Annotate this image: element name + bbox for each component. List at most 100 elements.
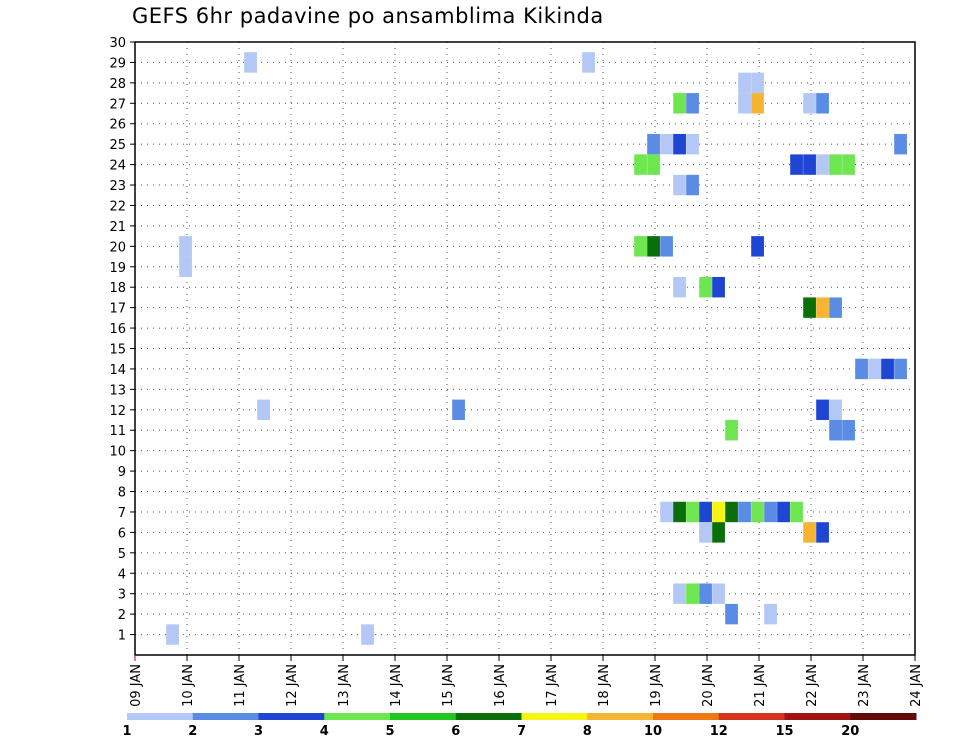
data-cell — [738, 501, 751, 523]
y-tick-label: 15 — [109, 343, 126, 358]
colorbar-swatch — [192, 713, 259, 720]
data-cell — [673, 501, 686, 523]
x-tick-label: 12 JAN — [285, 664, 300, 707]
colorbar-label: 7 — [517, 724, 526, 739]
y-tick-label: 11 — [109, 424, 126, 439]
x-tick-label: 22 JAN — [805, 664, 820, 707]
colorbar-swatch — [587, 713, 654, 720]
data-cell — [712, 583, 725, 604]
data-cell — [686, 583, 699, 604]
data-cell — [673, 276, 686, 298]
data-cell — [660, 501, 673, 523]
data-cell — [686, 501, 699, 523]
x-tick-label: 11 JAN — [233, 664, 248, 707]
data-cell — [166, 624, 179, 645]
y-tick-label: 20 — [109, 240, 126, 255]
data-cell — [829, 297, 842, 318]
data-cell — [673, 583, 686, 604]
colorbar-swatch — [324, 713, 391, 720]
y-tick-label: 13 — [109, 383, 126, 398]
data-cell — [816, 522, 829, 543]
y-tick-label: 24 — [109, 159, 126, 174]
data-cell — [634, 236, 647, 257]
x-tick-label: 23 JAN — [857, 664, 872, 707]
data-cell — [673, 93, 686, 114]
data-cell — [777, 501, 790, 523]
y-tick-label: 10 — [109, 445, 126, 460]
data-cell — [894, 133, 907, 155]
data-cell — [738, 93, 751, 114]
data-cell — [699, 276, 712, 298]
y-tick-label: 2 — [118, 608, 126, 623]
y-tick-label: 29 — [109, 56, 126, 71]
data-cell — [751, 72, 764, 94]
data-cell — [868, 358, 881, 380]
x-tick-label: 20 JAN — [701, 664, 716, 707]
colorbar-swatch — [390, 713, 457, 720]
data-cell — [829, 154, 842, 175]
y-tick-label: 26 — [109, 118, 126, 133]
data-cell — [673, 174, 686, 196]
data-cell — [179, 256, 192, 277]
data-cell — [803, 297, 816, 318]
data-cell — [660, 133, 673, 155]
data-cell — [816, 297, 829, 318]
y-tick-label: 8 — [118, 486, 126, 501]
data-cell — [673, 133, 686, 155]
colorbar-label: 1 — [122, 724, 131, 739]
x-tick-label: 13 JAN — [337, 664, 352, 707]
data-cell — [686, 174, 699, 196]
data-cell — [751, 501, 764, 523]
data-cell — [855, 358, 868, 380]
data-cell — [647, 154, 660, 175]
data-cell — [361, 624, 374, 645]
colorbar: 1 2 3 4 5 6 7 8 10 12 15 20 — [122, 713, 917, 739]
colorbar-label: 15 — [775, 724, 793, 739]
data-cell — [842, 154, 855, 175]
data-cell — [712, 522, 725, 543]
y-tick-label: 23 — [109, 179, 126, 194]
data-cell — [712, 276, 725, 298]
data-cell — [894, 358, 907, 380]
y-tick-label: 4 — [118, 567, 126, 582]
colorbar-swatch — [521, 713, 588, 720]
colorbar-swatch — [850, 713, 917, 720]
x-tick-label: 18 JAN — [597, 664, 612, 707]
data-cell — [452, 399, 465, 421]
data-cell — [725, 420, 738, 441]
colorbar-label: 5 — [385, 724, 394, 739]
y-tick-label: 1 — [118, 629, 126, 644]
colorbar-label: 10 — [644, 724, 662, 739]
y-tick-label: 22 — [109, 199, 126, 214]
x-tick-label: 10 JAN — [181, 664, 196, 707]
data-cell — [725, 603, 738, 625]
colorbar-label: 12 — [710, 724, 728, 739]
colorbar-swatch — [258, 713, 325, 720]
data-cell — [842, 420, 855, 441]
data-cell — [712, 501, 725, 523]
x-tick-label: 19 JAN — [649, 664, 664, 707]
data-cell — [725, 501, 738, 523]
data-cell — [244, 52, 257, 73]
colorbar-label: 2 — [188, 724, 197, 739]
y-tick-label: 5 — [118, 547, 126, 562]
y-tick-label: 7 — [118, 506, 126, 521]
x-axis: 09 JAN 10 JAN 11 JAN 12 JAN 13 JAN 14 JAN 15 J… — [129, 655, 924, 707]
colorbar-label: 6 — [451, 724, 460, 739]
y-tick-label: 14 — [109, 363, 126, 378]
data-cell — [751, 236, 764, 257]
data-cells — [166, 52, 907, 645]
x-tick-label: 24 JAN — [909, 664, 924, 707]
x-tick-label: 17 JAN — [545, 664, 560, 707]
chart-title: GEFS 6hr padavine po ansamblima Kikinda — [132, 4, 604, 28]
y-tick-label: 3 — [118, 588, 126, 603]
data-cell — [179, 236, 192, 257]
data-cell — [764, 603, 777, 625]
data-cell — [699, 501, 712, 523]
y-tick-label: 16 — [109, 322, 126, 337]
x-tick-label: 21 JAN — [753, 664, 768, 707]
data-cell — [634, 154, 647, 175]
data-cell — [738, 72, 751, 94]
data-cell — [803, 93, 816, 114]
